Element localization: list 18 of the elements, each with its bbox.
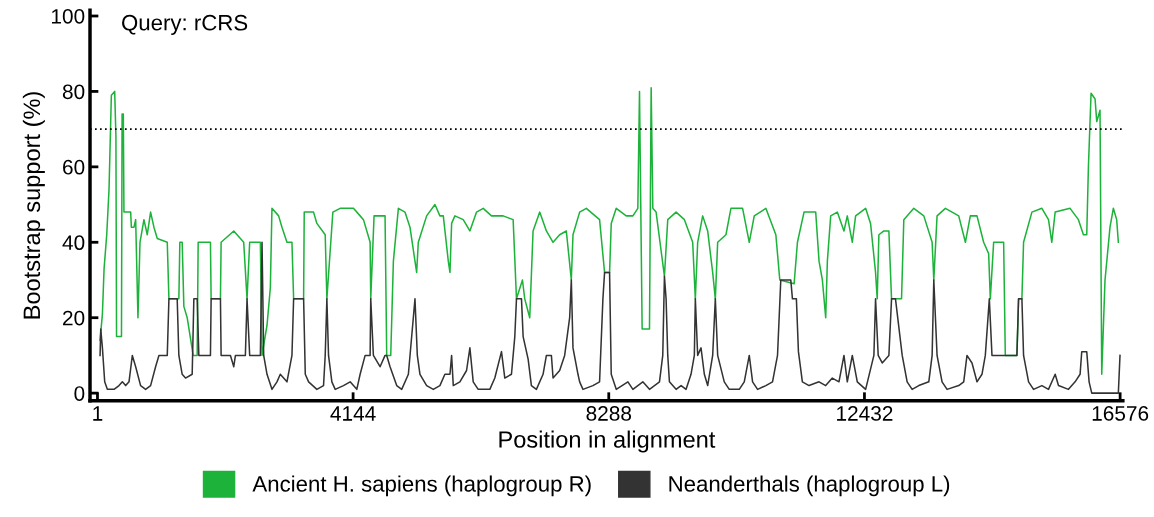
y-tick-label: 100 — [51, 9, 85, 24]
line-series — [99, 241, 1121, 394]
x-axis-title: Position in alignment — [499, 430, 716, 453]
y-tick-label: 40 — [62, 235, 85, 251]
x-tick-label: 4144 — [330, 406, 376, 421]
x-tick-label: 8288 — [586, 406, 632, 421]
y-tick-label: 60 — [63, 159, 85, 175]
y-tick-label: 20 — [63, 310, 85, 326]
x-tick-label: 16576 — [1092, 406, 1149, 421]
y-tick-label: 0 — [74, 386, 85, 401]
y-axis-title: Bootstrap support (%) — [22, 92, 45, 319]
legend-label: Neanderthals (haplogroup L) — [669, 475, 950, 497]
legend-label: Ancient H. sapiens (haplogroup R) — [252, 475, 591, 497]
x-tick-label: 12432 — [837, 406, 893, 421]
annotation: Query: rCRS — [122, 14, 248, 35]
x-tick-label: 1 — [93, 406, 103, 421]
y-tick-label: 80 — [62, 84, 85, 100]
line-series — [99, 86, 1120, 376]
